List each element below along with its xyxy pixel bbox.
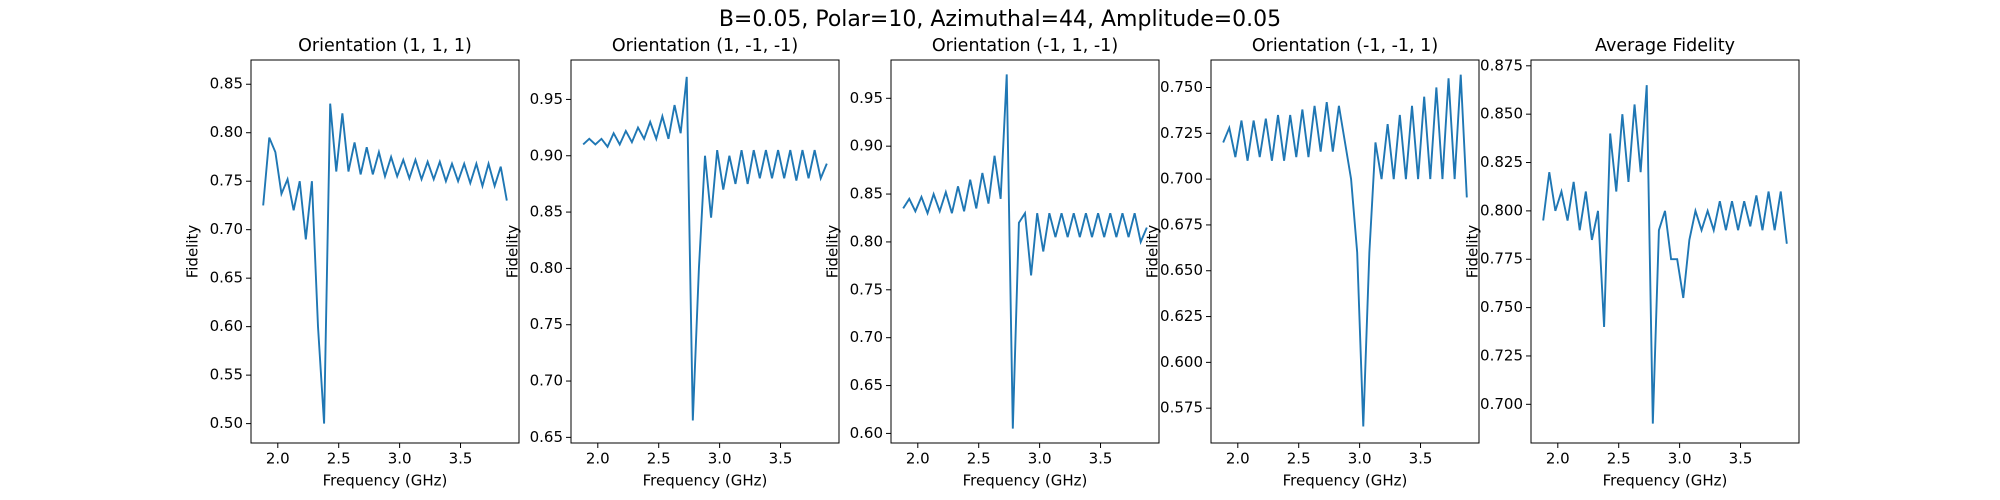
y-axis-label: Fidelity (824, 225, 842, 279)
axes-frame (250, 59, 520, 444)
y-tick-label: 0.80 (850, 232, 883, 250)
y-tick-label: 0.800 (1480, 201, 1523, 219)
x-tick-label: 3.5 (449, 450, 473, 468)
y-tick-label: 0.95 (850, 89, 883, 107)
x-axis-label: Frequency (GHz) (323, 472, 448, 490)
y-tick-label: 0.60 (850, 424, 883, 442)
x-tick-label: 3.5 (1089, 450, 1113, 468)
y-tick-label: 0.750 (1480, 298, 1523, 316)
y-tick-label: 0.625 (1160, 307, 1203, 325)
x-axis-label: Frequency (GHz) (643, 472, 768, 490)
x-axis-label: Frequency (GHz) (1603, 472, 1728, 490)
y-tick-label: 0.700 (1480, 395, 1523, 413)
y-tick-label: 0.80 (530, 259, 563, 277)
y-tick-label: 0.750 (1160, 78, 1203, 96)
subplot-title: Average Fidelity (1595, 36, 1735, 56)
axes-frame (1210, 59, 1480, 444)
data-line (1542, 85, 1788, 424)
y-tick-label: 0.700 (1160, 170, 1203, 188)
data-line (1222, 74, 1468, 427)
y-tick-label: 0.60 (210, 317, 243, 335)
y-tick-label: 0.725 (1480, 346, 1523, 364)
x-tick-label: 3.5 (1729, 450, 1753, 468)
y-axis-label: Fidelity (504, 225, 522, 279)
y-tick-label: 0.775 (1480, 250, 1523, 268)
y-tick-label: 0.875 (1480, 56, 1523, 74)
x-tick-label: 2.5 (1607, 450, 1631, 468)
x-tick-label: 2.0 (266, 450, 290, 468)
axes-frame (570, 59, 840, 444)
y-tick-label: 0.80 (210, 123, 243, 141)
x-tick-label: 3.5 (1409, 450, 1433, 468)
subplot-title: Orientation (-1, -1, 1) (1252, 36, 1438, 56)
x-tick-label: 3.0 (1348, 450, 1372, 468)
x-tick-label: 3.0 (1668, 450, 1692, 468)
x-tick-label: 2.0 (1546, 450, 1570, 468)
y-tick-label: 0.850 (1480, 105, 1523, 123)
data-line (582, 76, 828, 421)
x-tick-label: 2.0 (906, 450, 930, 468)
x-tick-label: 2.5 (967, 450, 991, 468)
y-tick-label: 0.65 (850, 376, 883, 394)
x-tick-label: 2.0 (1226, 450, 1250, 468)
x-tick-label: 2.5 (327, 450, 351, 468)
x-tick-label: 2.5 (1287, 450, 1311, 468)
y-tick-label: 0.75 (530, 315, 563, 333)
axes-frame (1530, 59, 1800, 444)
y-tick-label: 0.50 (210, 414, 243, 432)
y-tick-label: 0.70 (530, 372, 563, 390)
y-axis-label: Fidelity (1144, 225, 1162, 279)
y-tick-label: 0.90 (530, 146, 563, 164)
y-tick-label: 0.650 (1160, 261, 1203, 279)
y-tick-label: 0.85 (210, 75, 243, 93)
y-axis-label: Fidelity (184, 225, 202, 279)
x-tick-label: 3.5 (769, 450, 793, 468)
y-tick-label: 0.90 (850, 137, 883, 155)
y-tick-label: 0.825 (1480, 153, 1523, 171)
y-tick-label: 0.70 (850, 328, 883, 346)
y-tick-label: 0.55 (210, 366, 243, 384)
subplot-title: Orientation (-1, 1, -1) (932, 36, 1118, 56)
data-line (902, 74, 1148, 429)
subplot-title: Orientation (1, 1, 1) (298, 36, 472, 56)
figure-title: B=0.05, Polar=10, Azimuthal=44, Amplitud… (719, 7, 1281, 32)
x-tick-label: 3.0 (708, 450, 732, 468)
y-tick-label: 0.675 (1160, 215, 1203, 233)
y-tick-label: 0.600 (1160, 353, 1203, 371)
x-tick-label: 3.0 (388, 450, 412, 468)
subplot-title: Orientation (1, -1, -1) (612, 36, 798, 56)
x-tick-label: 2.0 (586, 450, 610, 468)
x-axis-label: Frequency (GHz) (1283, 472, 1408, 490)
y-tick-label: 0.95 (530, 90, 563, 108)
y-tick-label: 0.725 (1160, 124, 1203, 142)
y-tick-label: 0.65 (210, 269, 243, 287)
y-axis-label: Fidelity (1464, 225, 1482, 279)
x-axis-label: Frequency (GHz) (963, 472, 1088, 490)
y-tick-label: 0.75 (850, 280, 883, 298)
data-line (262, 103, 508, 424)
y-tick-label: 0.575 (1160, 399, 1203, 417)
y-tick-label: 0.65 (530, 428, 563, 446)
y-tick-label: 0.70 (210, 220, 243, 238)
y-tick-label: 0.75 (210, 172, 243, 190)
y-tick-label: 0.85 (850, 185, 883, 203)
x-tick-label: 2.5 (647, 450, 671, 468)
y-tick-label: 0.85 (530, 203, 563, 221)
x-tick-label: 3.0 (1028, 450, 1052, 468)
axes-frame (890, 59, 1160, 444)
